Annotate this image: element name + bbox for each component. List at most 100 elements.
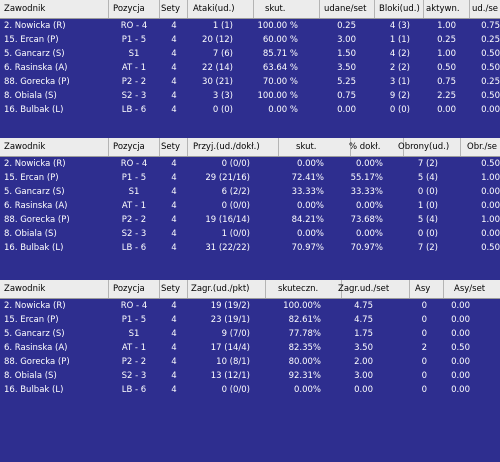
position: P2 - 2 xyxy=(121,215,147,225)
col-header-reception-eff[interactable]: skut. xyxy=(278,138,351,156)
col-header-blocks[interactable]: Bloki(ud.) xyxy=(374,0,424,18)
col-header-player[interactable]: Zawodnik xyxy=(0,0,109,18)
reception-accuracy: 0.00% xyxy=(355,201,383,211)
blocks: 4 (2) xyxy=(389,49,410,59)
table-row[interactable]: 16. Bulbak (L) LB - 6 4 31 (22/22) 70.97… xyxy=(0,241,500,255)
player-name: 6. Rasinska (A) xyxy=(4,201,68,211)
position: S2 - 3 xyxy=(121,371,147,381)
aces-per-set: 0.00 xyxy=(451,329,470,339)
col-header-digs-per-set[interactable]: Obr./se xyxy=(467,142,498,152)
serves: 19 (19/2) xyxy=(210,301,250,311)
col-header-digs[interactable]: Obrony(ud.) xyxy=(396,138,461,156)
serves-per-set: 3.50 xyxy=(354,343,373,353)
attacks: 7 (6) xyxy=(212,49,233,59)
serve-eff: 100.00% xyxy=(283,301,321,311)
position: RO - 4 xyxy=(120,301,148,311)
aces: 0 xyxy=(421,357,427,367)
blocks: 4 (3) xyxy=(389,21,410,31)
table-row[interactable]: 6. Rasinska (A) AT - 1 4 22 (14) 63.64 %… xyxy=(0,61,500,75)
aces-per-set: 0.50 xyxy=(451,343,470,353)
position: RO - 4 xyxy=(120,159,148,169)
table-row[interactable]: 16. Bulbak (L) LB - 6 4 0 (0) 0.00 % 0.0… xyxy=(0,103,500,117)
sets: 4 xyxy=(171,201,177,211)
blocks-per-set: 0.25 xyxy=(481,77,500,87)
serves-per-set: 4.75 xyxy=(354,315,373,325)
digs: 0 (0) xyxy=(417,187,438,197)
table-row[interactable]: 5. Gancarz (S) S1 4 7 (6) 85.71 % 1.50 4… xyxy=(0,47,500,61)
table-row[interactable]: 8. Obiala (S) S2 - 3 4 3 (3) 100.00 % 0.… xyxy=(0,89,500,103)
col-header-serves-per-set[interactable]: Zagr.ud./set xyxy=(334,280,410,298)
player-name: 2. Nowicka (R) xyxy=(4,21,66,31)
player-name: 6. Rasinska (A) xyxy=(4,63,68,73)
col-header-player[interactable]: Zawodnik xyxy=(0,138,109,156)
aces: 2 xyxy=(421,343,427,353)
col-header-attacks[interactable]: Ataki(ud.) xyxy=(187,0,254,18)
col-header-aces[interactable]: Asy xyxy=(409,280,444,298)
digs-per-set: 0.50 xyxy=(481,243,500,253)
aces: 0 xyxy=(421,385,427,395)
col-header-attack-eff[interactable]: skut. xyxy=(253,0,320,18)
aces: 0 xyxy=(421,329,427,339)
table-row[interactable]: 15. Ercan (P) P1 - 5 4 20 (12) 60.00 % 3… xyxy=(0,33,500,47)
col-header-sets[interactable]: Sety xyxy=(159,138,188,156)
col-header-reception[interactable]: Przyj.(ud./dokł.) xyxy=(187,138,279,156)
serves: 10 (8/1) xyxy=(216,357,250,367)
col-header-attack-per-set[interactable]: udane/set xyxy=(319,0,375,18)
attack-eff: 60.00 % xyxy=(262,35,298,45)
col-header-reception-accuracy[interactable]: % dokł. xyxy=(337,138,404,156)
table-row[interactable]: 88. Gorecka (P) P2 - 2 4 30 (21) 70.00 %… xyxy=(0,75,500,89)
col-header-activity[interactable]: aktywn. xyxy=(423,0,470,18)
table-row[interactable]: 2. Nowicka (R) RO - 4 4 1 (1) 100.00 % 0… xyxy=(0,19,500,33)
blocks: 1 (1) xyxy=(389,35,410,45)
table-row[interactable]: 6. Rasinska (A) AT - 1 4 0 (0/0) 0.00% 0… xyxy=(0,199,500,213)
sets: 4 xyxy=(171,301,177,311)
reception-accuracy: 70.97% xyxy=(350,243,383,253)
attacks: 0 (0) xyxy=(212,105,233,115)
digs-per-set: 0.00 xyxy=(481,201,500,211)
col-header-position[interactable]: Pozycja xyxy=(108,280,160,298)
table-row[interactable]: 15. Ercan (P) P1 - 5 4 29 (21/16) 72.41%… xyxy=(0,171,500,185)
sets: 4 xyxy=(171,343,177,353)
position: AT - 1 xyxy=(121,63,147,73)
table-row[interactable]: 6. Rasinska (A) AT - 1 4 17 (14/4) 82.35… xyxy=(0,341,500,355)
table-row[interactable]: 88. Gorecka (P) P2 - 2 4 19 (16/14) 84.2… xyxy=(0,213,500,227)
col-header-serve-eff[interactable]: skuteczn. xyxy=(266,280,342,298)
digs-per-set: 1.00 xyxy=(481,215,500,225)
position: S1 xyxy=(128,329,140,339)
table-row[interactable]: 5. Gancarz (S) S1 4 9 (7/0) 77.78% 1.75 … xyxy=(0,327,500,341)
reception-defense-header: Zawodnik Pozycja Sety Przyj.(ud./dokł.) … xyxy=(0,138,500,157)
col-header-position[interactable]: Pozycja xyxy=(108,0,160,18)
table-row[interactable]: 5. Gancarz (S) S1 4 6 (2/2) 33.33% 33.33… xyxy=(0,185,500,199)
aces-per-set: 0.00 xyxy=(451,357,470,367)
table-row[interactable]: 2. Nowicka (R) RO - 4 4 19 (19/2) 100.00… xyxy=(0,299,500,313)
attack-block-table: Zawodnik Pozycja Sety Ataki(ud.) skut. u… xyxy=(0,0,500,117)
reception-accuracy: 33.33% xyxy=(350,187,383,197)
reception-accuracy: 55.17% xyxy=(350,173,383,183)
col-header-position[interactable]: Pozycja xyxy=(108,138,160,156)
player-name: 5. Gancarz (S) xyxy=(4,187,65,197)
activity: 2.25 xyxy=(437,91,456,101)
digs: 7 (2) xyxy=(417,243,438,253)
reception-eff: 33.33% xyxy=(291,187,324,197)
table-row[interactable]: 8. Obiala (S) S2 - 3 4 1 (0/0) 0.00% 0.0… xyxy=(0,227,500,241)
table-row[interactable]: 2. Nowicka (R) RO - 4 4 0 (0/0) 0.00% 0.… xyxy=(0,157,500,171)
reception-eff: 0.00% xyxy=(296,159,324,169)
sets: 4 xyxy=(171,35,177,45)
table-row[interactable]: 15. Ercan (P) P1 - 5 4 23 (19/1) 82.61% … xyxy=(0,313,500,327)
table-row[interactable]: 16. Bulbak (L) LB - 6 4 0 (0/0) 0.00% 0.… xyxy=(0,383,500,397)
sets: 4 xyxy=(171,159,177,169)
col-header-sets[interactable]: Sety xyxy=(159,0,188,18)
position: P1 - 5 xyxy=(121,315,147,325)
col-header-player[interactable]: Zawodnik xyxy=(0,280,109,298)
activity: 0.50 xyxy=(437,63,456,73)
col-header-aces-per-set[interactable]: Asy/set xyxy=(454,284,486,294)
blocks: 0 (0) xyxy=(389,105,410,115)
table-row[interactable]: 8. Obiala (S) S2 - 3 4 13 (12/1) 92.31% … xyxy=(0,369,500,383)
reception: 29 (21/16) xyxy=(205,173,250,183)
col-header-serves[interactable]: Zagr.(ud./pkt) xyxy=(187,280,266,298)
col-header-blocks-per-set[interactable]: ud./se xyxy=(472,4,499,14)
position: AT - 1 xyxy=(121,343,147,353)
table-row[interactable]: 88. Gorecka (P) P2 - 2 4 10 (8/1) 80.00%… xyxy=(0,355,500,369)
attack-per-set: 0.25 xyxy=(337,21,356,31)
col-header-sets[interactable]: Sety xyxy=(159,280,188,298)
